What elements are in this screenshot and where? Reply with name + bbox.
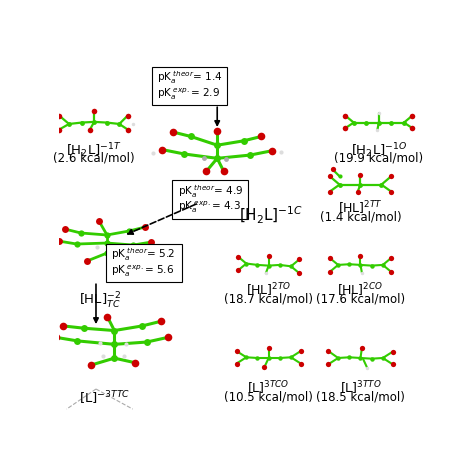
Text: [H$_2$L]$^{-1C}$: [H$_2$L]$^{-1C}$ <box>239 205 303 226</box>
Text: pK$_a^{\ theor}$= 1.4: pK$_a^{\ theor}$= 1.4 <box>157 70 223 86</box>
Text: (19.9 kcal/mol): (19.9 kcal/mol) <box>334 152 423 165</box>
Text: pK$_a^{\ exp.}$= 5.6: pK$_a^{\ exp.}$= 5.6 <box>111 264 174 279</box>
Text: pK$_a^{\ exp.}$= 4.3: pK$_a^{\ exp.}$= 4.3 <box>178 200 240 215</box>
Text: (10.5 kcal/mol): (10.5 kcal/mol) <box>224 391 313 404</box>
Text: [L]$^{3TCO}$: [L]$^{3TCO}$ <box>247 380 290 397</box>
FancyBboxPatch shape <box>172 180 248 219</box>
Text: [HL]$^{2CO}$: [HL]$^{2CO}$ <box>337 282 383 299</box>
Text: [H$_2$L]$^{-1T}$: [H$_2$L]$^{-1T}$ <box>66 141 122 160</box>
Text: (18.5 kcal/mol): (18.5 kcal/mol) <box>316 391 405 404</box>
Text: (2.6 kcal/mol): (2.6 kcal/mol) <box>54 152 135 165</box>
Text: [L]$^{3TTO}$: [L]$^{3TTO}$ <box>340 380 381 397</box>
Text: (1.4 kcal/mol): (1.4 kcal/mol) <box>319 210 401 223</box>
FancyBboxPatch shape <box>106 244 182 283</box>
Text: (18.7 kcal/mol): (18.7 kcal/mol) <box>224 292 313 305</box>
Text: [HL]$^{-2}_{TC}$: [HL]$^{-2}_{TC}$ <box>80 291 121 310</box>
Text: (17.6 kcal/mol): (17.6 kcal/mol) <box>316 292 405 305</box>
Text: pK$_a^{\ theor}$= 4.9: pK$_a^{\ theor}$= 4.9 <box>178 183 243 200</box>
FancyBboxPatch shape <box>152 67 228 105</box>
Text: [HL]$^{2TT}$: [HL]$^{2TT}$ <box>338 199 383 217</box>
Text: pK$_a^{\ exp.}$= 2.9: pK$_a^{\ exp.}$= 2.9 <box>157 86 220 102</box>
Text: [HL]$^{2TO}$: [HL]$^{2TO}$ <box>246 282 292 299</box>
Text: [H$_2$L]$^{-1O}$: [H$_2$L]$^{-1O}$ <box>351 141 407 160</box>
Text: [L]$^{-3TTC}$: [L]$^{-3TTC}$ <box>80 389 131 407</box>
Text: pK$_a^{\ theor}$= 5.2: pK$_a^{\ theor}$= 5.2 <box>111 246 176 264</box>
